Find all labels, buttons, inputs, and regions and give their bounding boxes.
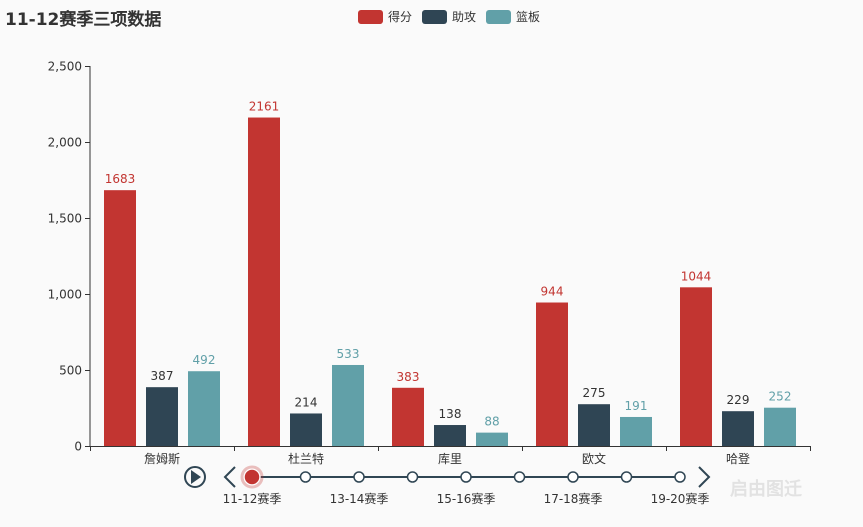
prev-arrow-icon[interactable] (223, 466, 236, 488)
timeline-point[interactable] (674, 471, 686, 483)
timeline-point[interactable] (460, 471, 472, 483)
y-tick-label: 1,500 (48, 212, 82, 226)
legend-label-1[interactable]: 得分 (388, 9, 412, 24)
y-tick-label: 0 (74, 440, 82, 454)
data-label: 944 (541, 285, 564, 299)
bar-1-5 (680, 287, 712, 446)
legend-swatch-3[interactable] (486, 10, 511, 24)
bar-2-3 (434, 425, 466, 446)
timeline-point[interactable] (406, 471, 419, 483)
data-label: 252 (769, 390, 792, 404)
timeline-point[interactable] (353, 471, 365, 483)
x-tick-label: 詹姆斯 (144, 452, 180, 466)
data-label: 214 (295, 395, 318, 409)
timeline-point[interactable] (620, 471, 633, 483)
data-label: 191 (625, 399, 648, 413)
data-label: 383 (397, 370, 420, 384)
bar-1-3 (392, 387, 424, 446)
data-label: 229 (727, 393, 750, 407)
bar-1-4 (536, 302, 568, 446)
play-button[interactable] (184, 466, 206, 488)
data-label: 1044 (681, 269, 712, 283)
timeline-label[interactable]: 17-18赛季 (544, 491, 603, 506)
bar-2-5 (722, 411, 754, 446)
timeline-point[interactable] (299, 471, 312, 483)
data-label: 387 (151, 369, 174, 383)
data-label: 492 (193, 353, 216, 367)
bar-2-4 (578, 404, 610, 446)
next-arrow-icon[interactable] (698, 466, 711, 488)
timeline-label[interactable]: 19-20赛季 (651, 491, 710, 506)
data-label: 1683 (105, 172, 136, 186)
watermark: 启由图迁 (730, 478, 802, 500)
y-tick-label: 1,000 (48, 288, 82, 302)
data-label: 88 (484, 415, 499, 429)
legend-swatch-1[interactable] (358, 10, 383, 24)
bar-3-2 (332, 364, 364, 446)
bar-3-1 (188, 371, 220, 446)
timeline-current-point[interactable] (243, 468, 261, 486)
timeline-point[interactable] (567, 471, 579, 483)
x-tick-label: 库里 (438, 451, 462, 466)
legend-swatch-2[interactable] (422, 10, 447, 24)
data-label: 275 (583, 386, 606, 400)
bar-1-1 (104, 190, 136, 446)
timeline-label[interactable]: 11-12赛季 (223, 491, 282, 506)
legend-label-2[interactable]: 助攻 (452, 10, 476, 24)
timeline[interactable]: 11-12赛季 13-14赛季 15-16赛季 17-18赛季 19-20赛季 (184, 465, 711, 506)
legend-label-3[interactable]: 篮板 (516, 9, 540, 24)
x-tick-label: 杜兰特 (288, 451, 324, 466)
data-label: 533 (337, 347, 360, 361)
x-tick-label: 哈登 (726, 451, 750, 466)
x-axis: 詹姆斯 杜兰特 库里 欧文 哈登 (90, 446, 811, 466)
bars (104, 117, 796, 446)
legend[interactable]: 得分 助攻 篮板 (358, 9, 540, 24)
bar-3-3 (476, 432, 508, 446)
y-axis: 0 500 1,000 1,500 2,000 2,500 (48, 60, 91, 454)
bar-1-2 (248, 117, 280, 446)
timeline-point[interactable] (513, 471, 526, 483)
bar-3-4 (620, 416, 652, 446)
timeline-label[interactable]: 15-16赛季 (437, 491, 496, 506)
play-icon[interactable] (191, 470, 201, 484)
data-label: 138 (439, 407, 462, 421)
x-tick-label: 欧文 (582, 451, 606, 466)
y-tick-label: 2,000 (48, 136, 82, 150)
bar-2-2 (290, 413, 322, 446)
y-tick-label: 2,500 (48, 60, 82, 74)
timeline-label[interactable]: 13-14赛季 (330, 491, 389, 506)
data-label: 2161 (249, 100, 280, 114)
chart-title: 11-12赛季三项数据 (5, 9, 161, 30)
bar-2-1 (146, 387, 178, 446)
bar-3-5 (764, 407, 796, 446)
data-labels: 1683 387 492 2161 214 533 383 138 88 944 275 191 104… (105, 100, 792, 429)
timeline-current-halo (240, 465, 264, 489)
y-tick-label: 500 (59, 364, 82, 378)
